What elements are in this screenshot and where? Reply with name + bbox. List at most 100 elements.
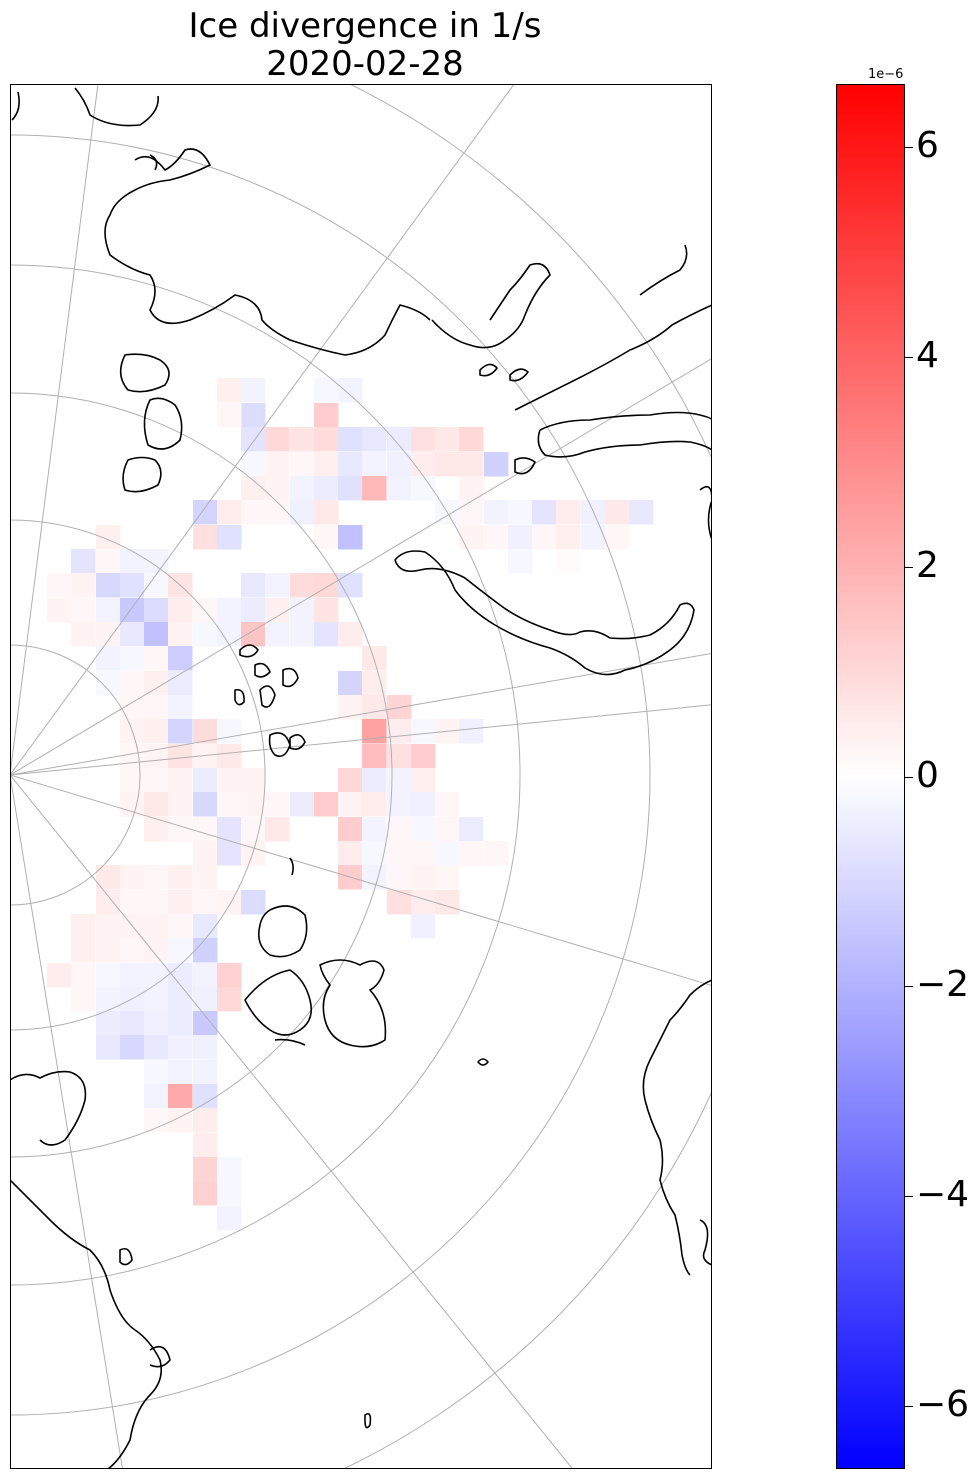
divergence-cell — [217, 841, 242, 866]
divergence-cell — [338, 768, 363, 793]
divergence-cell — [265, 598, 290, 623]
divergence-cell — [459, 817, 484, 842]
divergence-cell — [435, 452, 460, 477]
divergence-cell — [411, 427, 436, 452]
divergence-cell — [459, 500, 484, 525]
divergence-cell — [217, 744, 242, 769]
divergence-cell — [241, 403, 266, 428]
divergence-cell — [387, 452, 412, 477]
divergence-cell — [241, 768, 266, 793]
divergence-cell — [387, 865, 412, 890]
divergence-cell — [71, 987, 96, 1012]
divergence-cell — [411, 817, 436, 842]
divergence-cell — [556, 549, 581, 574]
divergence-cell — [71, 622, 96, 647]
divergence-cell — [144, 695, 169, 720]
divergence-cell — [217, 963, 242, 988]
divergence-cell — [435, 427, 460, 452]
divergence-cell — [168, 987, 193, 1012]
divergence-cell — [314, 500, 339, 525]
divergence-cell — [71, 598, 96, 623]
divergence-cell — [96, 938, 121, 963]
divergence-cell — [314, 378, 339, 403]
divergence-cell — [71, 914, 96, 939]
colorbar-tick-mark — [905, 1196, 913, 1198]
divergence-cell — [265, 476, 290, 501]
divergence-cell — [120, 744, 145, 769]
divergence-cell — [411, 792, 436, 817]
divergence-cell — [338, 695, 363, 720]
divergence-cell — [387, 476, 412, 501]
divergence-cell — [193, 817, 218, 842]
divergence-cell — [581, 525, 606, 550]
divergence-cell — [168, 1108, 193, 1133]
colorbar-tick-label: −2 — [916, 964, 970, 1006]
divergence-cells — [47, 378, 654, 1231]
divergence-cell — [71, 938, 96, 963]
divergence-cell — [338, 427, 363, 452]
divergence-cell — [144, 1108, 169, 1133]
divergence-cell — [459, 525, 484, 550]
divergence-cell — [387, 427, 412, 452]
divergence-cell — [484, 500, 509, 525]
divergence-cell — [459, 452, 484, 477]
divergence-cell — [168, 1035, 193, 1060]
divergence-cell — [144, 817, 169, 842]
colorbar — [836, 84, 905, 1469]
divergence-cell — [71, 549, 96, 574]
divergence-cell — [168, 938, 193, 963]
divergence-cell — [96, 963, 121, 988]
colorbar-tick-mark — [905, 986, 913, 988]
divergence-cell — [605, 500, 630, 525]
divergence-cell — [435, 890, 460, 915]
divergence-cell — [241, 452, 266, 477]
divergence-cell — [168, 695, 193, 720]
divergence-cell — [265, 452, 290, 477]
divergence-cell — [362, 792, 387, 817]
colorbar-tick-mark — [905, 356, 913, 358]
divergence-cell — [605, 525, 630, 550]
divergence-cell — [290, 427, 315, 452]
divergence-cell — [193, 1035, 218, 1060]
divergence-cell — [459, 476, 484, 501]
divergence-cell — [96, 573, 121, 598]
divergence-cell — [168, 1060, 193, 1085]
divergence-cell — [217, 817, 242, 842]
divergence-cell — [217, 403, 242, 428]
divergence-cell — [362, 452, 387, 477]
colorbar-tick-mark — [905, 566, 913, 568]
divergence-cell — [120, 792, 145, 817]
divergence-cell — [362, 476, 387, 501]
divergence-cell — [193, 938, 218, 963]
divergence-cell — [338, 525, 363, 550]
divergence-cell — [314, 452, 339, 477]
divergence-cell — [314, 792, 339, 817]
divergence-cell — [47, 573, 72, 598]
divergence-cell — [144, 719, 169, 744]
divergence-cell — [168, 744, 193, 769]
divergence-cell — [168, 865, 193, 890]
divergence-cell — [459, 719, 484, 744]
divergence-cell — [338, 841, 363, 866]
divergence-cell — [387, 841, 412, 866]
divergence-cell — [290, 500, 315, 525]
divergence-cell — [387, 817, 412, 842]
colorbar-tick-mark — [905, 776, 913, 778]
divergence-cell — [144, 890, 169, 915]
divergence-cell — [168, 1084, 193, 1109]
divergence-cell — [193, 1084, 218, 1109]
divergence-cell — [96, 549, 121, 574]
divergence-cell — [168, 768, 193, 793]
divergence-cell — [314, 525, 339, 550]
divergence-cell — [120, 1035, 145, 1060]
divergence-cell — [168, 622, 193, 647]
divergence-cell — [362, 744, 387, 769]
divergence-cell — [47, 598, 72, 623]
divergence-cell — [168, 914, 193, 939]
divergence-cell — [508, 525, 533, 550]
divergence-cell — [144, 865, 169, 890]
divergence-cell — [120, 938, 145, 963]
divergence-cell — [120, 646, 145, 671]
divergence-cell — [508, 500, 533, 525]
divergence-cell — [484, 841, 509, 866]
